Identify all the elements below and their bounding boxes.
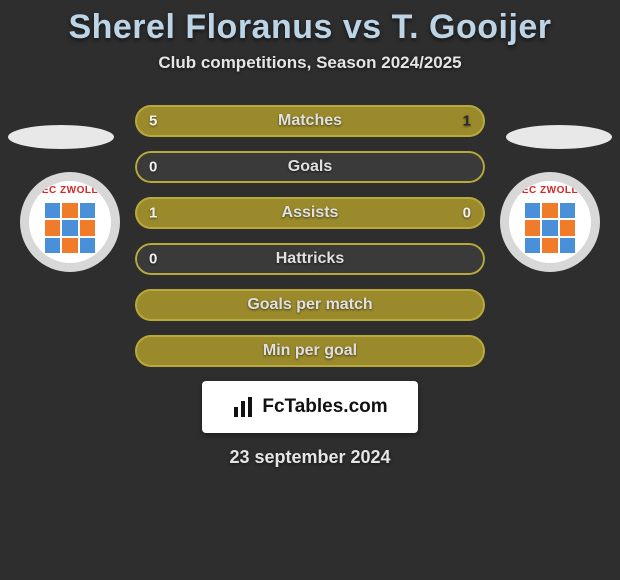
crest-icon: PEC ZWOLLE bbox=[29, 181, 111, 263]
date-text: 23 september 2024 bbox=[229, 447, 390, 468]
stat-bar: Min per goal bbox=[135, 335, 485, 367]
stat-bar: 0 Hattricks bbox=[135, 243, 485, 275]
stat-label: Matches bbox=[278, 112, 342, 130]
stat-bars: 5 1 Matches 0 Goals 1 0 Assists 0 Hattricks Goals … bbox=[135, 105, 485, 367]
stat-value-left: 5 bbox=[149, 113, 157, 130]
stat-value-left: 1 bbox=[149, 205, 157, 222]
page-subtitle: Club competitions, Season 2024/2025 bbox=[158, 53, 461, 73]
stat-label: Assists bbox=[282, 204, 339, 222]
branding-badge: FcTables.com bbox=[202, 381, 418, 433]
stat-label: Goals bbox=[288, 158, 332, 176]
stat-value-left: 0 bbox=[149, 251, 157, 268]
player-left-shadow bbox=[8, 125, 114, 149]
crest-grid bbox=[525, 203, 575, 253]
stat-bar: Goals per match bbox=[135, 289, 485, 321]
stat-bar: 0 Goals bbox=[135, 151, 485, 183]
page-title: Sherel Floranus vs T. Gooijer bbox=[68, 8, 551, 47]
club-badge-left: PEC ZWOLLE bbox=[20, 172, 120, 272]
stat-bar: 5 1 Matches bbox=[135, 105, 485, 137]
comparison-card: Sherel Floranus vs T. Gooijer Club compe… bbox=[0, 0, 620, 580]
chart-bars-icon bbox=[232, 395, 256, 419]
crest-grid bbox=[45, 203, 95, 253]
stat-bar: 1 0 Assists bbox=[135, 197, 485, 229]
branding-text: FcTables.com bbox=[262, 396, 387, 418]
crest-icon: PEC ZWOLLE bbox=[509, 181, 591, 263]
stat-label: Hattricks bbox=[276, 250, 344, 268]
player-right-shadow bbox=[506, 125, 612, 149]
stat-value-right: 0 bbox=[463, 205, 471, 222]
stat-label: Goals per match bbox=[247, 296, 372, 314]
stat-value-right: 1 bbox=[463, 113, 471, 130]
club-badge-right: PEC ZWOLLE bbox=[500, 172, 600, 272]
crest-text: PEC ZWOLLE bbox=[29, 185, 111, 196]
stat-value-left: 0 bbox=[149, 159, 157, 176]
stat-label: Min per goal bbox=[263, 342, 357, 360]
crest-text: PEC ZWOLLE bbox=[509, 185, 591, 196]
stat-bar-fill-right bbox=[427, 105, 485, 137]
